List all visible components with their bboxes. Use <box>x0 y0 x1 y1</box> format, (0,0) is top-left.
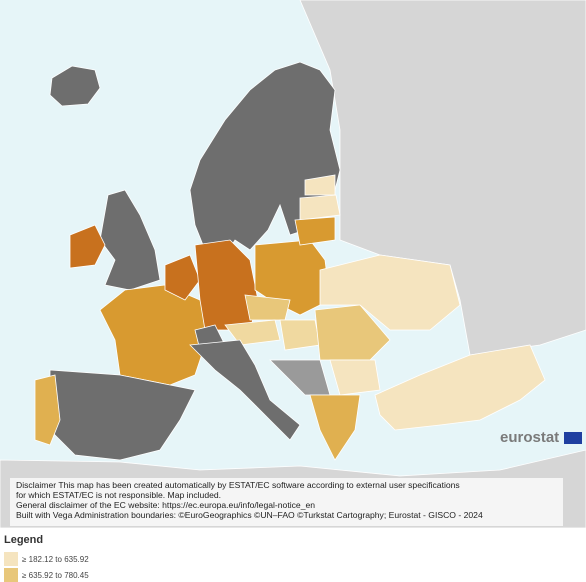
portugal <box>34 374 61 446</box>
legend-title: Legend <box>4 534 44 546</box>
legend-swatch <box>4 568 18 582</box>
eu-flag <box>564 432 582 444</box>
legend-item: ≥ 635.92 to 780.45 <box>4 568 89 582</box>
legend-label: ≥ 182.12 to 635.92 <box>22 554 89 564</box>
disclaimer-line: Built with Vega Administration boundarie… <box>16 510 483 520</box>
legend-label: ≥ 635.92 to 780.45 <box>22 570 89 580</box>
ukraine <box>319 254 461 331</box>
iceland <box>49 65 101 107</box>
legend: Legend ≥ 182.12 to 635.92 ≥ 635.92 to 780… <box>0 530 586 582</box>
austria <box>224 319 281 346</box>
legend-item: ≥ 182.12 to 635.92 <box>4 552 89 566</box>
turkey <box>374 344 546 431</box>
disclaimer-box <box>10 478 563 526</box>
greece <box>309 394 361 461</box>
benelux <box>164 254 201 301</box>
non-eu-east <box>299 0 586 356</box>
hungary <box>279 319 321 351</box>
uk <box>99 189 161 291</box>
ireland <box>69 224 106 269</box>
latvia <box>299 194 341 221</box>
disclaimer-line: General disclaimer of the EC website: ht… <box>16 500 315 510</box>
italy <box>189 339 301 441</box>
bulgaria <box>329 359 381 396</box>
logo-text: eurostat <box>500 429 559 446</box>
map: eurostat Disclaimer This map has been cr… <box>0 0 586 529</box>
romania <box>314 304 391 361</box>
spain <box>49 369 196 461</box>
disclaimer-line: for which ESTAT/EC is not responsible. M… <box>16 490 221 500</box>
disclaimer-line: Disclaimer This map has been created aut… <box>16 480 460 490</box>
lithuania <box>294 216 336 246</box>
legend-swatch <box>4 552 18 566</box>
